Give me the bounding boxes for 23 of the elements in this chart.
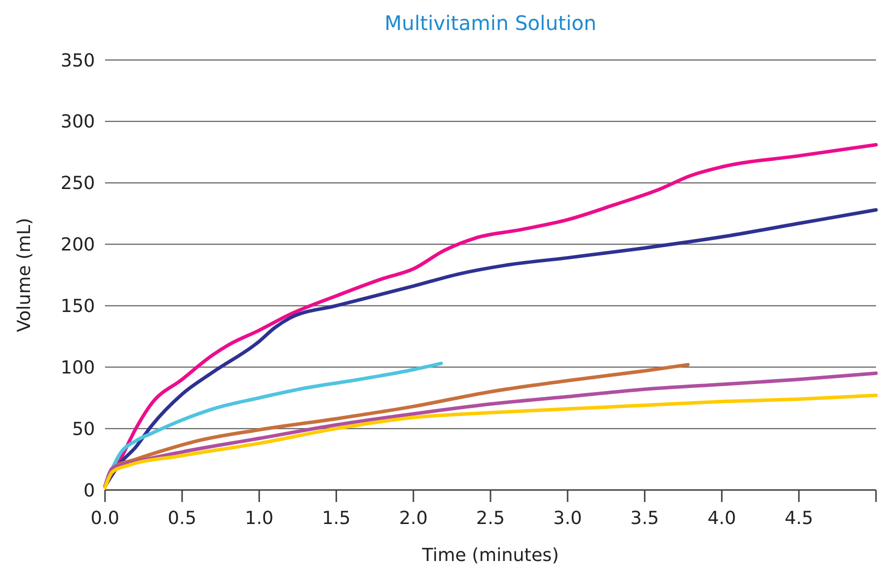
line-series <box>103 143 878 488</box>
x-tick-label: 2.0 <box>399 508 428 529</box>
line-series <box>103 372 878 488</box>
y-tick-label: 0 <box>84 480 95 502</box>
y-tick-label: 100 <box>60 357 95 378</box>
x-tick-label: 1.5 <box>322 508 351 529</box>
x-tick-label: 0.5 <box>168 508 196 529</box>
x-tick-label: 4.5 <box>784 508 814 529</box>
y-tick-label: 50 <box>72 418 95 440</box>
x-tick-label: 3.5 <box>630 508 660 529</box>
y-tick-label: 350 <box>60 50 95 72</box>
x-tick-label: 1.0 <box>244 508 274 529</box>
x-tick-label: 4.0 <box>707 508 736 529</box>
x-axis-title: Time (minutes) <box>421 545 559 566</box>
y-tick-label: 150 <box>60 296 95 318</box>
x-tick-label: 0.0 <box>90 508 120 529</box>
y-tick-label: 250 <box>60 173 95 194</box>
chart-title: Multivitamin Solution <box>384 11 596 35</box>
y-axis-title: Volume (mL) <box>14 218 35 332</box>
x-tick-label: 2.5 <box>476 508 505 529</box>
y-tick-label: 300 <box>60 112 95 133</box>
y-tick-label: 200 <box>60 234 95 256</box>
x-tick-label: 3.0 <box>553 508 582 529</box>
